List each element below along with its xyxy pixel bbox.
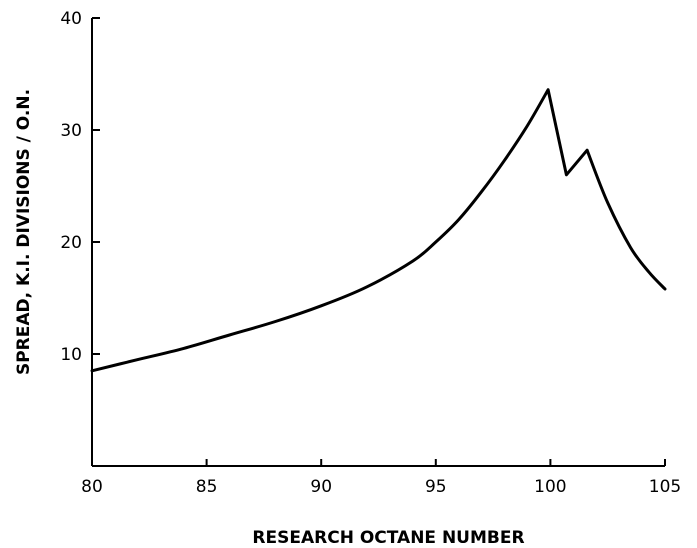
tick-labels: 80 85 90 95 100 105 10 20 30 40	[60, 9, 681, 497]
y-tick-label: 40	[60, 9, 82, 29]
y-tick-label: 10	[60, 345, 82, 365]
y-axis-title: SPREAD, K.I. DIVISIONS / O.N.	[14, 89, 34, 375]
x-tick-label: 95	[425, 477, 447, 497]
y-tick-label: 20	[60, 233, 82, 253]
x-tick-label: 105	[649, 477, 681, 497]
x-axis-title: RESEARCH OCTANE NUMBER	[252, 528, 524, 548]
series-line	[90, 88, 667, 373]
x-tick-label: 100	[534, 477, 566, 497]
x-tick-label: 90	[310, 477, 332, 497]
axes	[91, 18, 665, 467]
x-tick-label: 85	[196, 477, 218, 497]
x-tick-label: 80	[81, 477, 103, 497]
y-tick-label: 30	[60, 121, 82, 141]
ticks	[91, 17, 666, 466]
